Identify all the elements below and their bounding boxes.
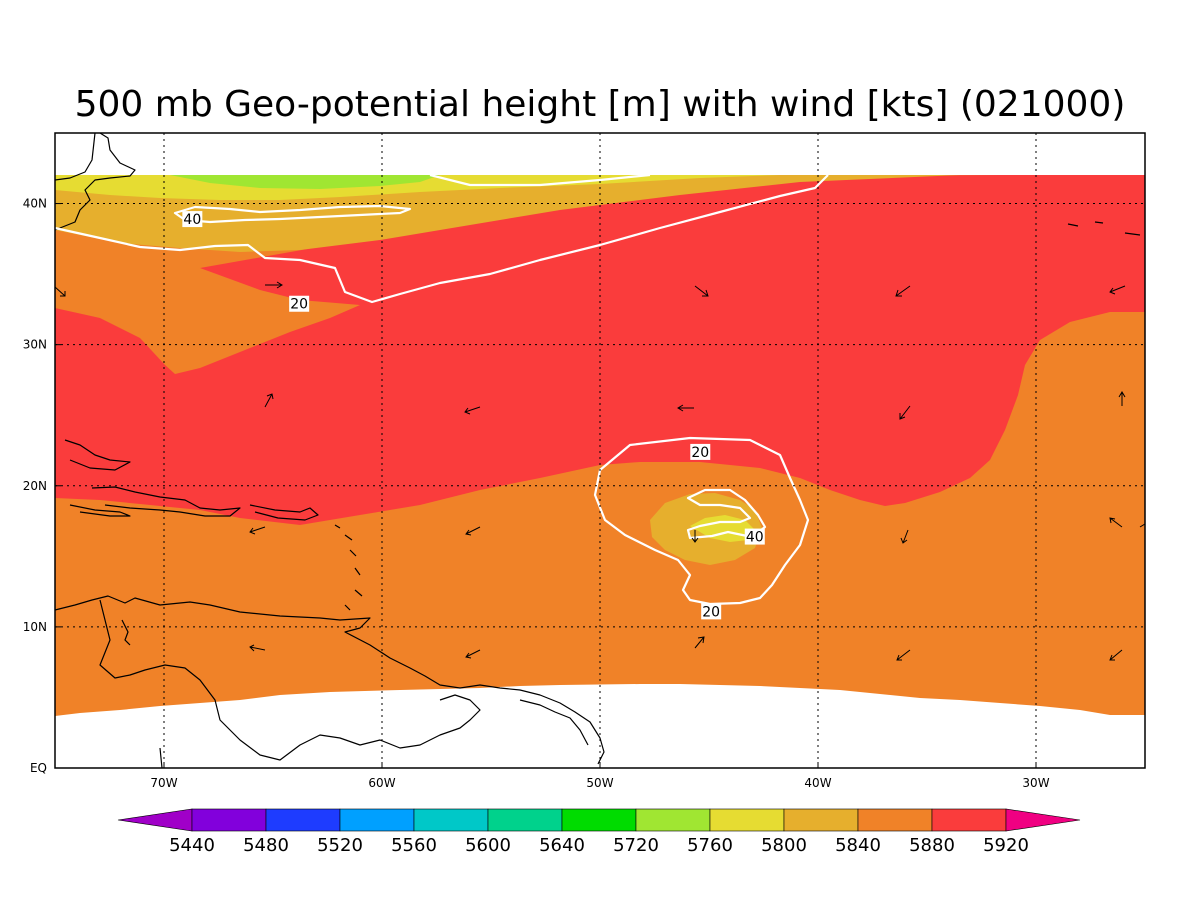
contour-label: 40 bbox=[183, 212, 201, 228]
wind-arrow bbox=[465, 649, 481, 659]
wind-arrow bbox=[895, 285, 911, 297]
colorbar-swatch bbox=[635, 808, 711, 832]
coastline-azores bbox=[1067, 221, 1141, 236]
plot-area: 40 20 20 40 20 bbox=[54, 132, 1146, 769]
coastline-caribbean-islands bbox=[64, 439, 363, 611]
coastlines bbox=[54, 132, 1141, 769]
wind-arrow bbox=[465, 526, 481, 536]
x-tick-label: 70W bbox=[150, 776, 177, 790]
wind-arrow bbox=[900, 529, 909, 544]
colorbar-level-label: 5520 bbox=[317, 835, 363, 856]
band-5720-5760-north bbox=[170, 175, 440, 189]
y-axis: EQ 10N 20N 30N 40N bbox=[23, 197, 61, 775]
wind-arrow bbox=[1109, 517, 1123, 528]
wind-arrow bbox=[249, 526, 266, 535]
contour-40-north bbox=[173, 204, 412, 224]
wind-arrow bbox=[1139, 523, 1146, 528]
wind-contours bbox=[54, 173, 829, 606]
wind-arrow bbox=[1109, 285, 1126, 295]
contour-40-low bbox=[686, 488, 767, 540]
contour-label: 20 bbox=[702, 604, 720, 620]
colorbar-level-label: 5600 bbox=[465, 835, 511, 856]
colorbar-swatch bbox=[487, 808, 563, 832]
y-tick-label: 10N bbox=[23, 620, 47, 634]
wind-arrow bbox=[896, 649, 911, 661]
wind-arrow bbox=[264, 393, 274, 408]
wind-arrow bbox=[249, 644, 266, 652]
wind-arrow bbox=[899, 405, 911, 420]
wind-arrow bbox=[694, 285, 709, 297]
wind-arrow bbox=[694, 636, 705, 649]
colorbar: 5440 5480 5520 5560 5600 5640 5720 5760 5800 5840… bbox=[117, 808, 1081, 856]
wind-arrow bbox=[1118, 391, 1126, 406]
colorbar-swatch bbox=[561, 808, 637, 832]
wind-arrow bbox=[691, 530, 699, 543]
y-tick-label: 20N bbox=[23, 479, 47, 493]
colorbar-swatch bbox=[339, 808, 415, 832]
x-tick-label: 60W bbox=[368, 776, 395, 790]
colorbar-level-label: 5840 bbox=[835, 835, 881, 856]
y-tick-label: 40N bbox=[23, 197, 47, 211]
coastline-south-america bbox=[54, 595, 605, 769]
contour-label: 20 bbox=[290, 297, 308, 313]
chart-title: 500 mb Geo-potential height [m] with win… bbox=[75, 84, 1126, 125]
grid-lines bbox=[55, 133, 1145, 768]
colorbar-level-label: 5920 bbox=[983, 835, 1029, 856]
colorbar-swatch bbox=[191, 808, 267, 832]
colorbar-level-label: 5640 bbox=[539, 835, 585, 856]
colorbar-arrow-low bbox=[117, 808, 193, 832]
contour-label-bg bbox=[744, 528, 765, 545]
y-tick-label: 30N bbox=[23, 338, 47, 352]
x-tick-label: 40W bbox=[804, 776, 831, 790]
x-tick-label: 30W bbox=[1022, 776, 1049, 790]
wind-arrow bbox=[265, 281, 283, 289]
contour-20-north-arc bbox=[429, 173, 651, 187]
contour-labels: 40 20 20 40 20 bbox=[182, 211, 765, 620]
wind-vectors bbox=[54, 281, 1146, 661]
colorbar-level-label: 5560 bbox=[391, 835, 437, 856]
contour-20-low bbox=[593, 436, 810, 606]
wind-arrow bbox=[677, 404, 694, 412]
colorbar-swatch bbox=[265, 808, 341, 832]
colorbar-swatch bbox=[413, 808, 489, 832]
colorbar-swatch bbox=[783, 808, 859, 832]
colorbar-level-label: 5880 bbox=[909, 835, 955, 856]
colorbar-swatch bbox=[709, 808, 785, 832]
coastline-north-america bbox=[54, 132, 136, 231]
y-tick-label: EQ bbox=[30, 761, 47, 775]
colorbar-level-label: 5720 bbox=[613, 835, 659, 856]
contour-label-bg bbox=[182, 211, 203, 228]
contour-label-bg bbox=[690, 443, 711, 460]
colorbar-swatch bbox=[857, 808, 933, 832]
wind-arrow bbox=[1109, 649, 1123, 661]
contour-20-north bbox=[54, 174, 829, 304]
contour-label-bg bbox=[289, 295, 310, 312]
colorbar-level-label: 5440 bbox=[169, 835, 215, 856]
wind-arrow bbox=[464, 406, 481, 415]
colorbar-arrow-high bbox=[1005, 808, 1081, 832]
contour-label-bg bbox=[701, 603, 722, 620]
wind-arrow bbox=[54, 286, 66, 297]
colorbar-swatch bbox=[931, 808, 1007, 832]
contour-label: 20 bbox=[691, 445, 709, 461]
colorbar-level-label: 5480 bbox=[243, 835, 289, 856]
colorbar-level-label: 5760 bbox=[687, 835, 733, 856]
contour-label: 40 bbox=[746, 530, 764, 546]
x-tick-label: 50W bbox=[586, 776, 613, 790]
colorbar-level-label: 5800 bbox=[761, 835, 807, 856]
x-axis: 70W 60W 50W 40W 30W bbox=[150, 762, 1050, 790]
